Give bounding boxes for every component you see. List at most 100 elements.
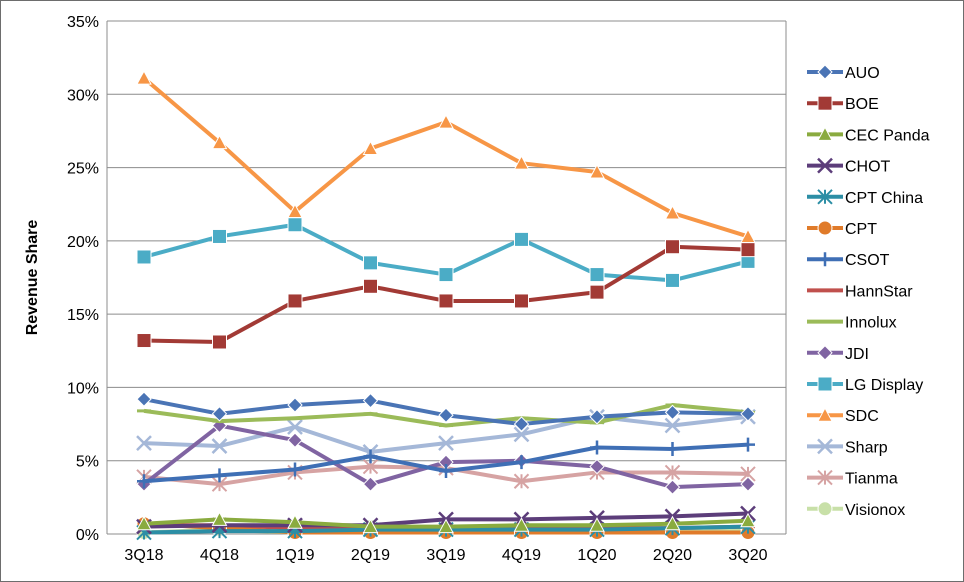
data-point-jdi [287, 432, 303, 448]
data-point-boe [287, 293, 303, 309]
legend-swatch-marker [817, 407, 833, 422]
legend-label: Sharp [845, 439, 888, 456]
data-point-sharp [211, 438, 228, 454]
data-point-sdc [664, 204, 681, 220]
legend-label: SDC [845, 408, 879, 425]
legend-swatch-marker [817, 95, 833, 111]
legend-label: CPT China [845, 190, 923, 207]
legend-swatch-marker [817, 126, 833, 141]
data-point-boe [363, 278, 378, 294]
data-point-csot [514, 455, 529, 470]
data-point-cec-panda [287, 514, 303, 529]
legend-swatch-marker [818, 252, 832, 267]
legend-swatch-marker [817, 64, 833, 80]
series-boe [136, 239, 756, 350]
data-point-cec-panda [211, 511, 228, 526]
data-point-sdc [438, 114, 454, 129]
legend-item-sharp: Sharp [807, 438, 888, 456]
x-tick-label: 3Q20 [728, 547, 767, 564]
series-lg-display [136, 217, 756, 288]
data-point-cec-panda [513, 517, 530, 532]
data-point-csot [363, 449, 378, 464]
legend-item-cec-panda: CEC Panda [807, 126, 930, 144]
data-point-cec-panda [362, 518, 379, 534]
data-point-sdc [136, 70, 152, 85]
y-tick-label: 35% [67, 14, 99, 31]
series-sdc [136, 70, 756, 243]
data-point-tianma [664, 464, 681, 481]
data-point-lg-display [665, 272, 680, 288]
legend-label: Visionox [845, 502, 905, 519]
data-point-csot [665, 441, 680, 456]
data-point-auo [513, 416, 530, 432]
legend-item-cpt: CPT [807, 220, 877, 238]
data-point-csot [212, 468, 227, 483]
data-point-cec-panda [664, 515, 681, 531]
data-point-auo [740, 406, 756, 422]
y-axis-title: Revenue Share [24, 220, 41, 336]
data-point-boe [740, 242, 756, 258]
legend-item-csot: CSOT [807, 252, 890, 269]
data-point-cec-panda [589, 517, 605, 532]
legend-label: Tianma [845, 471, 898, 488]
legend-item-cpt-china: CPT China [807, 189, 923, 207]
data-point-auo [589, 409, 605, 425]
data-point-boe [514, 293, 529, 309]
data-point-csot [137, 474, 151, 489]
data-point-lg-display [438, 267, 454, 283]
series-cec-panda [136, 511, 756, 534]
x-tick-label: 3Q19 [426, 547, 465, 564]
data-point-jdi [362, 476, 379, 492]
data-point-csot [439, 463, 453, 478]
data-point-lg-display [514, 231, 529, 247]
data-point-cec-panda [740, 512, 756, 528]
legend-label: BOE [845, 96, 879, 113]
legend-item-jdi: JDI [807, 345, 869, 363]
series-csot [137, 437, 755, 489]
x-tick-label: 4Q18 [200, 547, 239, 564]
legend-label: CSOT [845, 252, 890, 269]
y-tick-label: 0% [76, 527, 99, 544]
legend-swatch-marker [817, 189, 833, 205]
legend-item-auo: AUO [807, 64, 880, 82]
y-tick-label: 15% [67, 307, 99, 324]
legend: AUO BOE CEC Panda CHOT CPT China CPT CSOT HannS… [807, 64, 930, 519]
legend-item-hannstar: HannStar [807, 283, 913, 300]
data-point-auo [211, 406, 228, 422]
legend-swatch-marker [817, 220, 833, 236]
data-point-sdc [513, 155, 530, 170]
y-tick-label: 20% [67, 234, 99, 251]
x-tick-label: 1Q20 [577, 547, 616, 564]
data-point-sharp [287, 419, 303, 435]
legend-item-boe: BOE [807, 95, 879, 113]
data-point-boe [438, 293, 454, 309]
legend-item-chot: CHOT [807, 157, 891, 176]
data-point-sdc [211, 134, 228, 150]
data-point-lg-display [589, 267, 605, 283]
legend-swatch-marker [817, 469, 833, 486]
x-tick-label: 2Q20 [653, 547, 692, 564]
legend-swatch-marker [817, 438, 833, 455]
data-point-boe [136, 333, 152, 349]
y-tick-label: 30% [67, 87, 99, 104]
y-tick-label: 5% [76, 454, 99, 471]
y-tick-label: 25% [67, 161, 99, 178]
series-auo [136, 391, 756, 432]
legend-item-sdc: SDC [807, 407, 879, 425]
data-point-sharp [664, 417, 681, 434]
data-point-auo [438, 407, 454, 423]
legend-swatch-marker [817, 345, 833, 361]
legend-label: HannStar [845, 283, 913, 300]
legend-swatch-marker [817, 501, 833, 517]
data-point-lg-display [363, 255, 378, 271]
legend-label: LG Display [845, 377, 923, 394]
legend-label: Innolux [845, 315, 897, 332]
legend-label: CEC Panda [845, 127, 930, 144]
data-point-csot [741, 437, 755, 452]
data-point-jdi [664, 479, 681, 495]
data-point-csot [288, 462, 302, 477]
y-tick-label: 10% [67, 380, 99, 397]
series-group [136, 70, 756, 541]
